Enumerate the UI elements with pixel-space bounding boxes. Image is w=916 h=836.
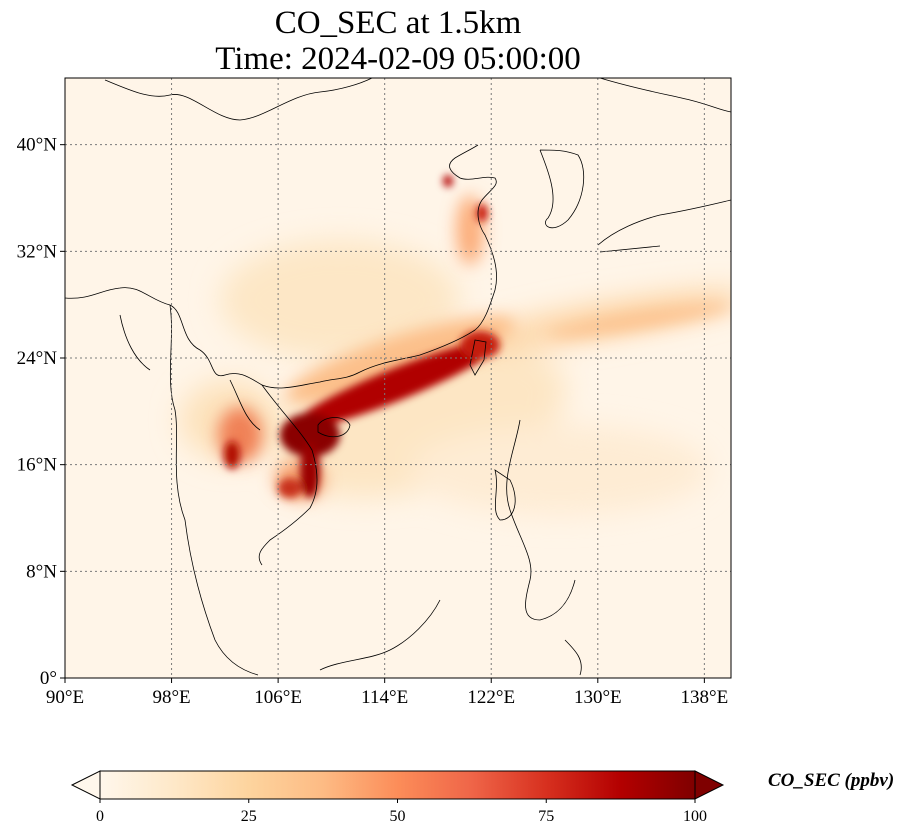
colorbar-ticks: 0 25 50 75 100 <box>96 799 707 825</box>
colorbar-tick-label: 75 <box>538 808 554 825</box>
lon-tick-label: 138°E <box>681 687 729 708</box>
coastlines <box>65 78 731 676</box>
colorbar-tick-label: 0 <box>96 808 104 825</box>
colorbar: 0 25 50 75 100 <box>70 770 725 825</box>
lon-tick-label: 98°E <box>152 687 190 708</box>
map-title: CO_SEC at 1.5km <box>274 5 522 41</box>
colorbar-gradient <box>99 770 696 800</box>
map-subtitle-time: Time: 2024-02-09 05:00:00 <box>215 41 581 77</box>
colorbar-tick-label: 25 <box>241 808 257 825</box>
lon-tick-label: 106°E <box>254 687 302 708</box>
colorbar-tick-label: 50 <box>390 808 406 825</box>
colorbar-label: CO_SEC (ppbv) <box>768 770 895 791</box>
colorbar-extend-min <box>70 770 101 800</box>
lat-tick-label: 32°N <box>17 241 58 262</box>
lon-tick-label: 130°E <box>574 687 622 708</box>
lat-tick-labels: 0° 8°N 16°N 24°N 32°N 40°N <box>17 135 65 689</box>
concentration-field <box>65 78 731 678</box>
lat-tick-label: 0° <box>40 668 57 689</box>
lat-tick-label: 8°N <box>26 561 57 582</box>
lat-tick-label: 40°N <box>17 135 58 156</box>
colorbar-tick-label: 100 <box>683 808 707 825</box>
high-plume <box>224 175 500 498</box>
lon-tick-label: 114°E <box>361 687 408 708</box>
colorbar-extend-max <box>694 770 725 800</box>
map-frame <box>64 77 732 679</box>
lat-tick-label: 16°N <box>17 455 58 476</box>
lat-tick-label: 24°N <box>17 348 58 369</box>
lon-tick-labels: 90°E 98°E 106°E 114°E 122°E 130°E 138°E <box>46 678 728 708</box>
lon-tick-label: 122°E <box>467 687 515 708</box>
map-gridlines <box>65 78 731 678</box>
lon-tick-label: 90°E <box>46 687 84 708</box>
